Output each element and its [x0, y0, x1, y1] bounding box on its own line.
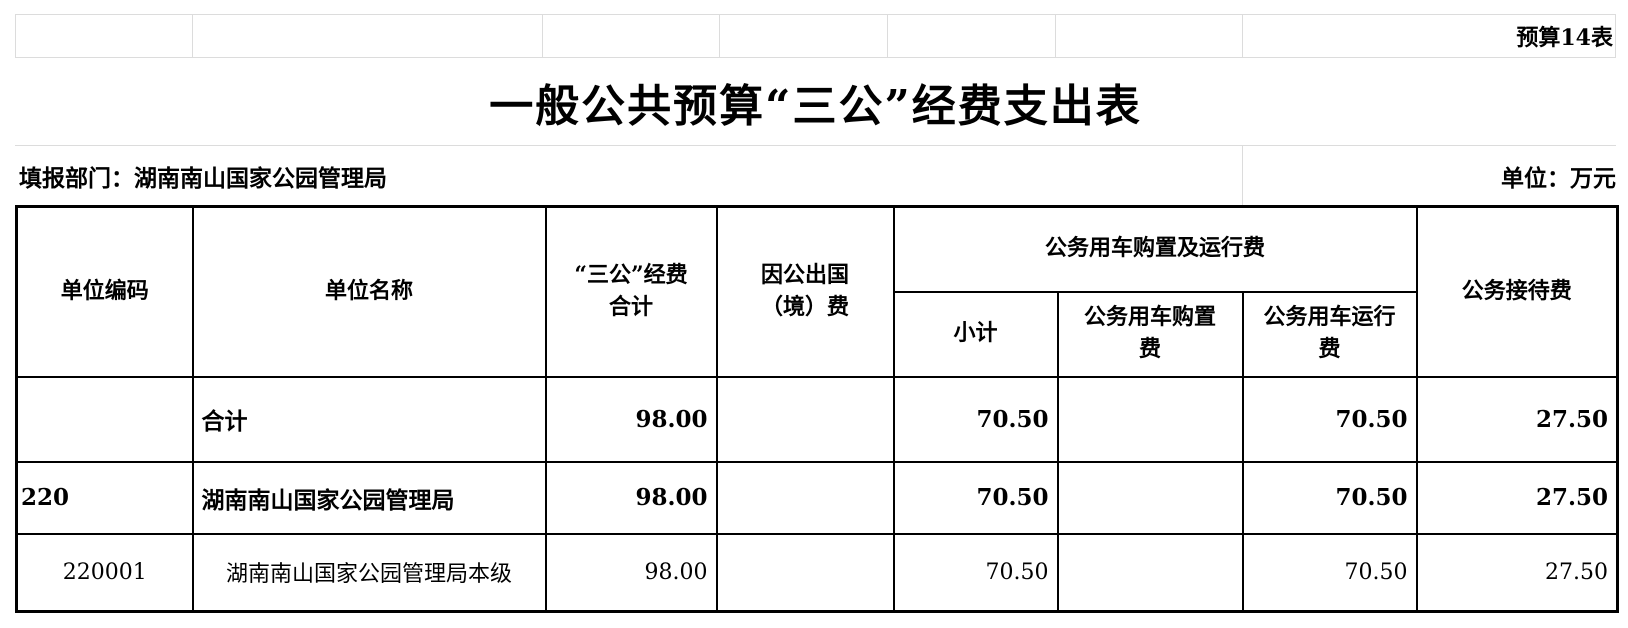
cell-abroad-fee [715, 375, 895, 463]
cell-vehicle-purchase [1056, 375, 1244, 463]
cell-unit-code: 220 [15, 460, 194, 535]
header-vehicle-subtotal: 小计 [892, 290, 1059, 378]
form-number-label: 预算14表 [1242, 14, 1616, 58]
page-title: 一般公共预算“三公”经费支出表 [489, 80, 1142, 132]
cell-vehicle-operation: 70.50 [1241, 460, 1418, 535]
cell-abroad-fee [715, 532, 895, 613]
cell-abroad-fee [715, 460, 895, 535]
grid-cell [192, 14, 542, 58]
top-grid-row: 预算14表 [15, 14, 1616, 58]
cell-reception-fee: 27.50 [1415, 532, 1619, 613]
cell-vehicle-operation: 70.50 [1241, 532, 1418, 613]
cell-sangong-total: 98.00 [544, 375, 718, 463]
grid-cell [887, 14, 1055, 58]
header-unit-name: 单位名称 [191, 205, 547, 378]
cell-vehicle-purchase [1056, 532, 1244, 613]
cell-sangong-total: 98.00 [544, 532, 718, 613]
header-sangong-total: “三公”经费 合计 [544, 205, 718, 378]
cell-unit-name: 湖南南山国家公园管理局 [191, 460, 547, 535]
grid-cell [15, 14, 192, 58]
header-vehicle-purchase: 公务用车购置 费 [1056, 290, 1244, 378]
cell-reception-fee: 27.50 [1415, 375, 1619, 463]
table-row-bureau-level: 220001 湖南南山国家公园管理局本级 98.00 70.50 70.50 2… [15, 532, 1619, 613]
grid-cell [1055, 14, 1242, 58]
header-reception-fee: 公务接待费 [1415, 205, 1619, 378]
grid-cell [542, 14, 719, 58]
cell-unit-code: 220001 [15, 532, 194, 613]
cell-vehicle-subtotal: 70.50 [892, 460, 1059, 535]
header-vehicle-group: 公务用车购置及运行费 [892, 205, 1418, 293]
department-label: 填报部门：湖南南山国家公园管理局 [19, 164, 387, 192]
header-vehicle-operation: 公务用车运行 费 [1241, 290, 1418, 378]
cell-vehicle-subtotal: 70.50 [892, 532, 1059, 613]
unit-label: 单位：万元 [1242, 146, 1616, 205]
table-row-total: 合计 98.00 70.50 70.50 27.50 [15, 375, 1619, 463]
header-unit-code: 单位编码 [15, 205, 194, 378]
title-row: 一般公共预算“三公”经费支出表 [15, 58, 1616, 145]
cell-reception-fee: 27.50 [1415, 460, 1619, 535]
info-row: 填报部门：湖南南山国家公园管理局 单位：万元 [15, 145, 1616, 205]
cell-vehicle-purchase [1056, 460, 1244, 535]
table-row-bureau: 220 湖南南山国家公园管理局 98.00 70.50 70.50 27.50 [15, 460, 1619, 535]
cell-sangong-total: 98.00 [544, 460, 718, 535]
cell-unit-name: 湖南南山国家公园管理局本级 [191, 532, 547, 613]
cell-vehicle-operation: 70.50 [1241, 375, 1418, 463]
cell-unit-code [15, 375, 194, 463]
grid-cell [719, 14, 887, 58]
cell-unit-name: 合计 [191, 375, 547, 463]
header-abroad-fee: 因公出国 （境）费 [715, 205, 895, 378]
expense-table: 单位编码 单位名称 “三公”经费 合计 因公出国 （境）费 公务用车购置及运行费… [15, 205, 1620, 613]
cell-vehicle-subtotal: 70.50 [892, 375, 1059, 463]
